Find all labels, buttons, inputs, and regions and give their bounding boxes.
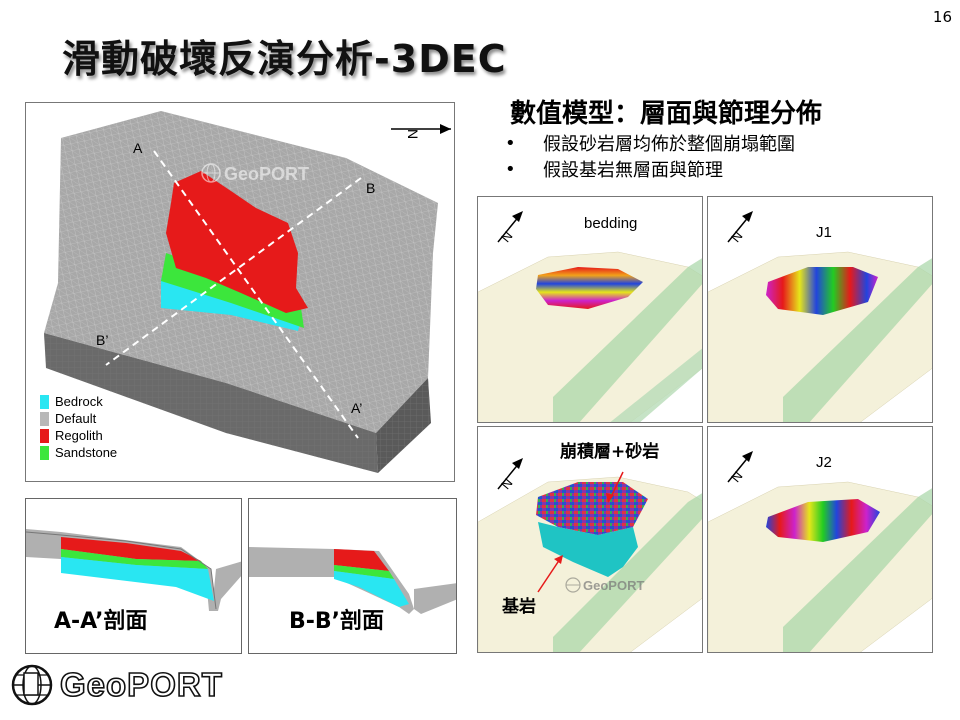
legend-swatch-default (40, 411, 49, 426)
bullet-text: 假設基岩無層面與節理 (543, 160, 723, 181)
label-b-prime: B’ (96, 332, 108, 348)
section-a-bedrock (61, 557, 214, 601)
label-b: B (366, 180, 375, 196)
section-b-sandstone (334, 565, 394, 579)
model-3d-panel: GeoPORT A B B’ A’ N Bedrock Default Rego… (25, 102, 455, 482)
section-b-figure (249, 547, 456, 614)
section-line-b (105, 177, 362, 366)
legend-swatch-bedrock (40, 394, 49, 409)
legend-label: Sandstone (55, 445, 118, 460)
bullet-dot-icon: • (505, 132, 516, 154)
slide-title: 滑動破壞反演分析-3DEC (62, 37, 507, 81)
section-b-panel: B-B’剖面 (248, 498, 457, 654)
legend-label: Regolith (55, 428, 103, 443)
label-a-prime: A’ (351, 400, 362, 416)
logo-text: GeoPORT (59, 665, 223, 704)
thumb-watermark: GeoPORT (583, 578, 644, 593)
thumb-j1: N J1 (707, 196, 933, 423)
legend-item: Regolith (40, 427, 117, 444)
label-a: A (133, 140, 143, 156)
bullet-list: • 假設砂岩層均佈於整個崩塌範圍 • 假設基岩無層面與節理 (505, 130, 795, 182)
thumb-bedding: N bedding (477, 196, 703, 423)
north-arrow-icon (391, 124, 451, 134)
annotation-bedrock: 基岩 (502, 597, 536, 617)
thumb-j1-figure: N (708, 211, 932, 422)
bullet-item: • 假設砂岩層均佈於整個崩塌範圍 (505, 130, 795, 156)
model-watermark: GeoPORT (224, 164, 309, 184)
bedrock-block (538, 522, 638, 577)
section-b-regolith (334, 549, 389, 571)
bullet-text: 假設砂岩層均佈於整個崩塌範圍 (543, 134, 795, 155)
north-label: N (498, 475, 516, 492)
bullet-dot-icon: • (505, 158, 516, 180)
regolith-sandstone-block (536, 482, 648, 535)
annotation-regolith-sandstone: 崩積層+砂岩 (560, 442, 660, 462)
thumb-bedding-figure: N (478, 211, 702, 422)
j2-zone (766, 499, 880, 542)
section-b-label: B-B’剖面 (289, 609, 385, 634)
north-label: N (728, 228, 746, 245)
panel-label-j2: J2 (816, 454, 832, 471)
section-b-bedrock (334, 571, 409, 607)
north-label: N (498, 228, 516, 245)
model-3d-figure: GeoPORT A B B’ A’ N (44, 111, 451, 473)
geoport-logo: GeoPORT (10, 663, 223, 707)
legend-swatch-regolith (40, 428, 49, 443)
page-number: 16 (932, 8, 952, 26)
watermark-globe-icon (565, 577, 581, 593)
section-a-regolith (61, 537, 201, 561)
section-a-panel: A-A’剖面 (25, 498, 242, 654)
legend-item: Sandstone (40, 444, 117, 461)
watermark-globe-icon (201, 163, 221, 183)
legend-item: Default (40, 410, 117, 427)
section-line-a (153, 150, 359, 439)
regolith-zone (166, 171, 308, 313)
legend-label: Default (55, 411, 97, 426)
north-arrow-icon (727, 211, 753, 243)
thumb-j2-figure: N (708, 451, 932, 652)
legend-item: Bedrock (40, 393, 117, 410)
legend-label: Bedrock (55, 394, 103, 409)
globe-icon (11, 664, 53, 706)
legend: Bedrock Default Regolith Sandstone (40, 393, 117, 461)
thumb-combined: GeoPORT N 崩積層+砂岩 基岩 (477, 426, 703, 653)
section-a-sandstone (61, 549, 208, 569)
bullet-item: • 假設基岩無層面與節理 (505, 156, 795, 182)
j1-zone (766, 267, 878, 315)
legend-swatch-sandstone (40, 445, 49, 460)
bedding-zone (536, 267, 643, 309)
north-label: N (728, 468, 746, 485)
thumb-j2: N J2 (707, 426, 933, 653)
north-label: N (405, 129, 421, 139)
thumb-combined-figure: GeoPORT N (478, 458, 702, 652)
north-arrow-icon (497, 458, 523, 490)
panel-label-bedding: bedding (584, 215, 638, 232)
north-arrow-icon (497, 211, 523, 243)
subtitle: 數值模型：層面與節理分佈 (510, 99, 823, 129)
section-a-label: A-A’剖面 (54, 609, 148, 634)
panel-label-j1: J1 (816, 224, 832, 241)
north-arrow-icon (727, 451, 753, 483)
section-a-figure (26, 529, 241, 611)
